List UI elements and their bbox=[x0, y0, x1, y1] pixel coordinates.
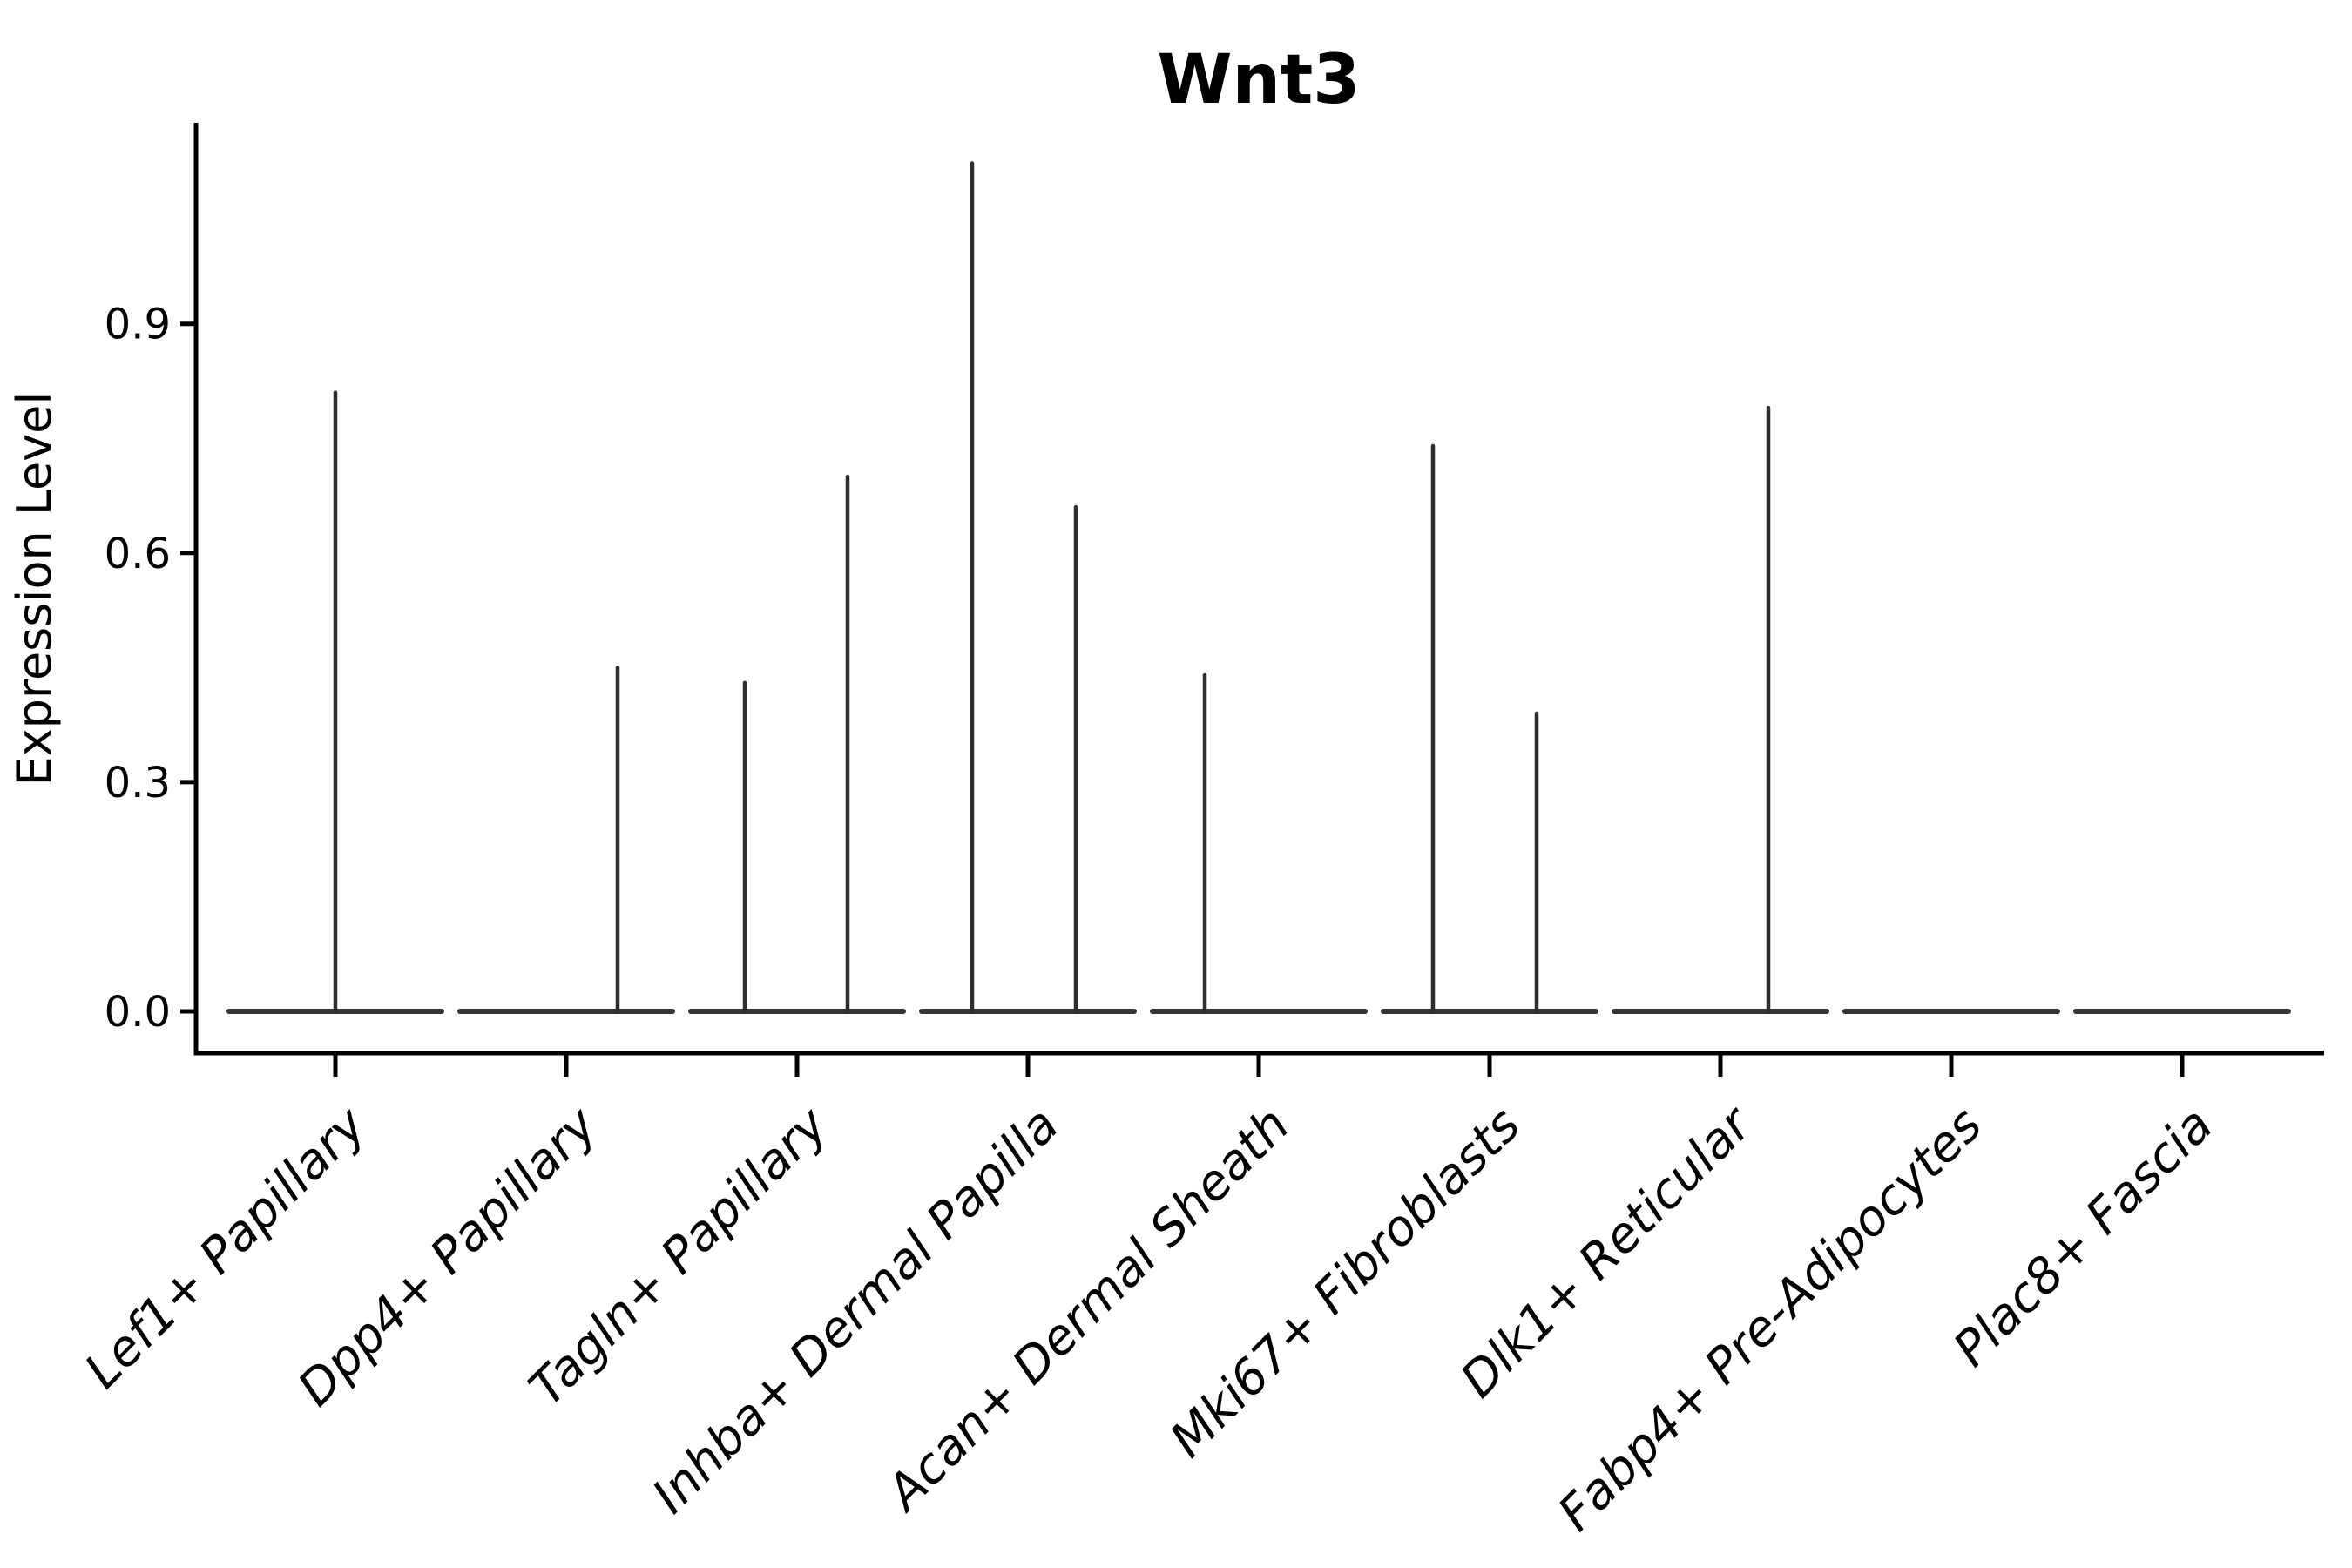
x-tick-label: Fabp4+ Pre-Adipocytes bbox=[1548, 1097, 1993, 1542]
chart-title: Wnt3 bbox=[1157, 41, 1360, 119]
x-tick-label: Acan+ Dermal Sheath bbox=[875, 1097, 1301, 1523]
y-tick-label: 0.3 bbox=[105, 759, 171, 808]
y-tick-label: 0.9 bbox=[105, 301, 171, 349]
x-tick-label: Inhba+ Dermal Papilla bbox=[642, 1097, 1070, 1524]
y-tick-label: 0.6 bbox=[105, 530, 171, 578]
y-tick-label: 0.0 bbox=[105, 988, 171, 1037]
y-axis-label: Expression Level bbox=[7, 392, 62, 787]
